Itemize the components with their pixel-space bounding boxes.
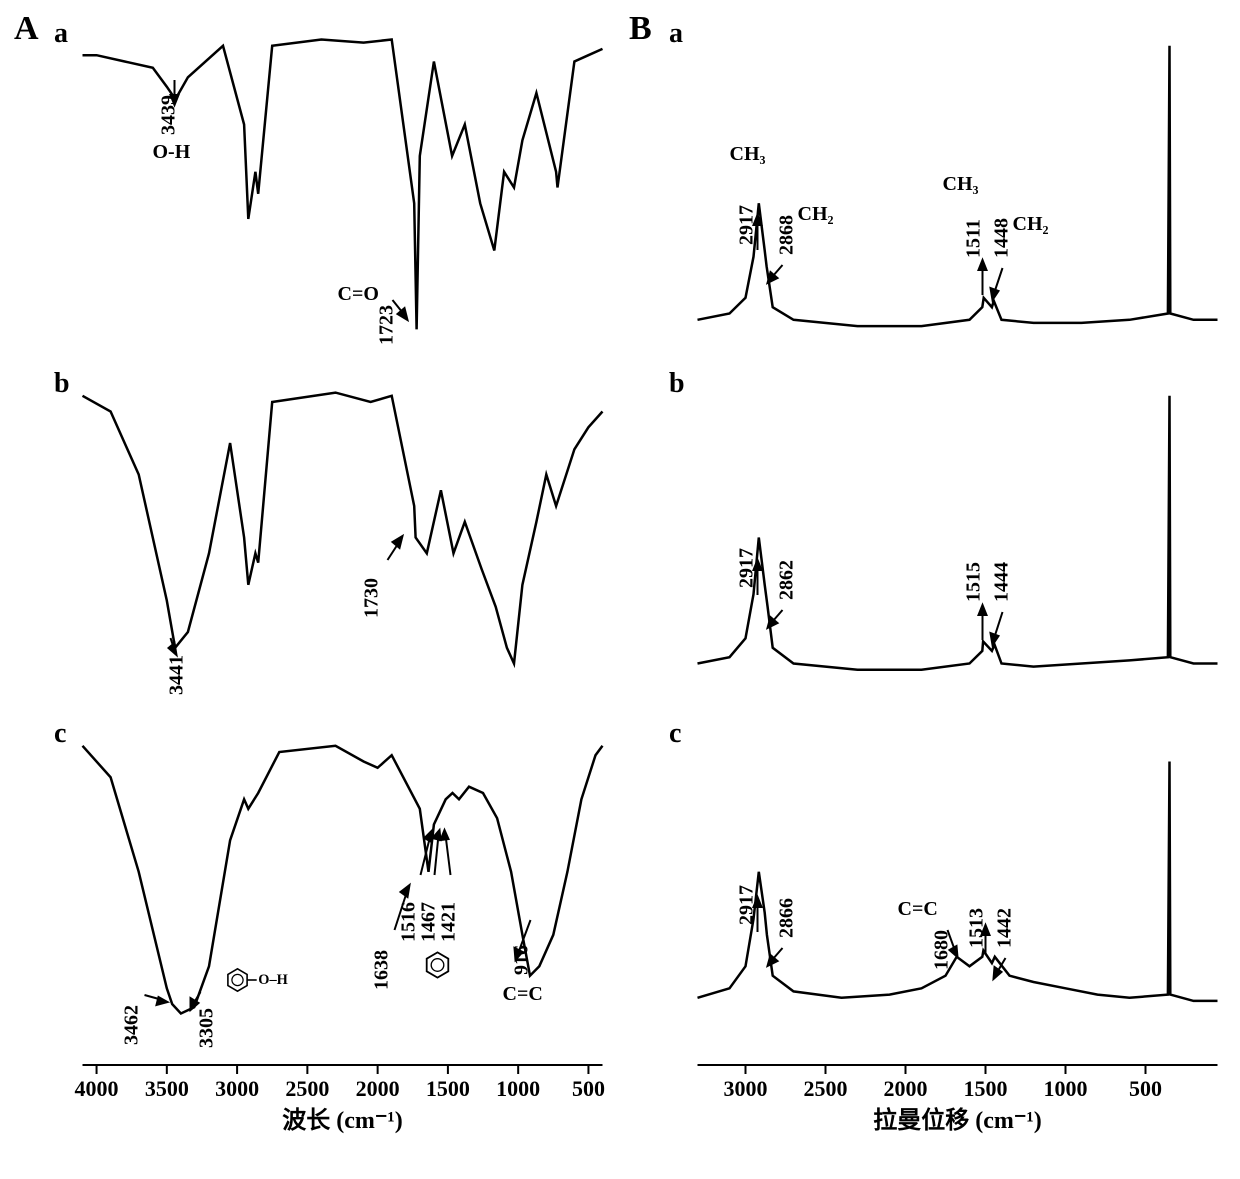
svg-text:1448: 1448	[991, 218, 1013, 258]
panel-A-c-svg: 3462 3305 O–H	[80, 720, 605, 1050]
axis-B-ticks: 3000 2500 2000 1500 1000 500	[724, 1065, 1163, 1101]
ann-1467: 1467	[418, 902, 440, 942]
panel-A-letter: A	[14, 10, 39, 48]
ann-B-a-2917: CH₃ 2917	[730, 143, 766, 250]
panel-B-c-letter: c	[669, 718, 681, 750]
panel-A-a-letter: a	[54, 18, 68, 50]
panel-A: A a 3439 O-H 1723 C=O	[10, 10, 615, 1140]
panel-B-a: a CH₃ 2917 2868 CH₂	[625, 10, 1230, 360]
ann-1516: 1516	[398, 902, 420, 942]
svg-text:C=O: C=O	[338, 283, 379, 305]
ann-1421: 1421	[438, 902, 460, 942]
svg-text:O–H: O–H	[258, 972, 288, 988]
figure: A a 3439 O-H 1723 C=O	[10, 10, 1230, 1140]
ann-B-a-2868: 2868 CH₂	[768, 203, 834, 283]
ann-1730: 1730	[361, 536, 403, 618]
axis-A-title: 波长 (cm⁻¹)	[282, 1107, 403, 1134]
svg-text:4000: 4000	[75, 1076, 119, 1101]
panel-B-b-svg: 2917 2862 1515 1444	[695, 370, 1220, 700]
svg-text:1515: 1515	[963, 562, 985, 602]
svg-text:CH₃: CH₃	[730, 143, 766, 165]
svg-text:3305: 3305	[196, 1008, 218, 1048]
svg-text:3000: 3000	[215, 1076, 259, 1101]
svg-text:CH₂: CH₂	[798, 203, 834, 225]
svg-text:CH₃: CH₃	[943, 173, 979, 195]
ann-B-a-1448: 1448 CH₂	[991, 213, 1049, 300]
panel-A-c: c 3462 3305	[10, 710, 615, 1060]
svg-text:C=C: C=C	[503, 983, 543, 1005]
ann-1723: 1723 C=O	[338, 283, 408, 345]
ir-curve-b	[83, 393, 603, 664]
panel-B: B a CH₃ 2917 2868 CH₂	[625, 10, 1230, 1140]
svg-text:1723: 1723	[376, 305, 398, 345]
raman-curve-c	[698, 762, 1218, 1001]
ann-B-b-1515: 1515	[963, 562, 987, 640]
panel-B-a-letter: a	[669, 18, 683, 50]
svg-text:1442: 1442	[994, 908, 1016, 948]
ann-B-c-2866: 2866	[768, 898, 798, 966]
phenol-icon: O–H	[228, 969, 288, 991]
panel-A-b-svg: 3441 1730	[80, 370, 605, 700]
svg-text:CH₂: CH₂	[1013, 213, 1049, 235]
svg-text:1500: 1500	[426, 1076, 470, 1101]
ann-B-b-2862: 2862	[768, 560, 798, 628]
svg-text:1638: 1638	[371, 950, 393, 990]
svg-text:O-H: O-H	[153, 141, 191, 163]
ann-B-a-1511: CH₃ 1511	[943, 173, 987, 295]
panel-B-a-svg: CH₃ 2917 2868 CH₂ CH₃ 1511	[695, 20, 1220, 350]
svg-text:1444: 1444	[991, 562, 1013, 602]
svg-text:C=C: C=C	[898, 898, 938, 920]
svg-text:1000: 1000	[1044, 1076, 1088, 1101]
panel-B-b: b 2917 2862 1515	[625, 360, 1230, 710]
svg-text:2500: 2500	[804, 1076, 848, 1101]
ann-B-b-1444: 1444	[991, 562, 1013, 645]
benzene-icon	[427, 952, 449, 977]
svg-text:3441: 3441	[166, 655, 188, 695]
svg-text:1421: 1421	[438, 902, 460, 942]
svg-text:1000: 1000	[496, 1076, 540, 1101]
ann-3462: 3462	[121, 995, 168, 1045]
panel-B-letter: B	[629, 10, 652, 48]
svg-text:1730: 1730	[361, 578, 383, 618]
svg-text:1511: 1511	[963, 219, 985, 258]
svg-text:500: 500	[572, 1076, 605, 1101]
svg-text:3462: 3462	[121, 1005, 143, 1045]
panel-A-c-letter: c	[54, 718, 66, 750]
panel-A-a: a 3439 O-H 1723 C=O	[10, 10, 615, 360]
svg-text:2866: 2866	[776, 898, 798, 938]
svg-text:3000: 3000	[724, 1076, 768, 1101]
panel-B-c: c 2917 2866 C=C 16	[625, 710, 1230, 1060]
axis-A-ticks: 4000 3500 3000 2500 2000 1500 1000 500	[75, 1065, 605, 1101]
svg-text:2500: 2500	[285, 1076, 329, 1101]
svg-text:500: 500	[1129, 1076, 1162, 1101]
svg-text:1467: 1467	[418, 902, 440, 942]
svg-text:1516: 1516	[398, 902, 420, 942]
svg-text:1500: 1500	[964, 1076, 1008, 1101]
svg-text:2868: 2868	[776, 215, 798, 255]
ann-B-c-1513: 1513	[966, 908, 990, 955]
panel-B-b-letter: b	[669, 368, 685, 400]
panel-A-b: b 3441 1730	[10, 360, 615, 710]
svg-text:3500: 3500	[145, 1076, 189, 1101]
panel-A-b-letter: b	[54, 368, 70, 400]
axis-B-title: 拉曼位移 (cm⁻¹)	[873, 1106, 1042, 1134]
svg-text:2000: 2000	[884, 1076, 928, 1101]
svg-text:2000: 2000	[356, 1076, 400, 1101]
panel-A-a-svg: 3439 O-H 1723 C=O	[80, 20, 605, 350]
svg-text:2862: 2862	[776, 560, 798, 600]
panel-B-c-svg: 2917 2866 C=C 1680	[695, 720, 1220, 1050]
panel-A-xaxis: 4000 3500 3000 2500 2000 1500 1000 500 波长 (cm⁻¹…	[10, 1060, 615, 1140]
raman-curve-b	[698, 396, 1218, 670]
ann-B-c-1680: C=C 1680	[898, 898, 958, 970]
panel-B-xaxis: 3000 2500 2000 1500 1000 500 拉曼位移 (cm⁻¹)	[625, 1060, 1230, 1140]
